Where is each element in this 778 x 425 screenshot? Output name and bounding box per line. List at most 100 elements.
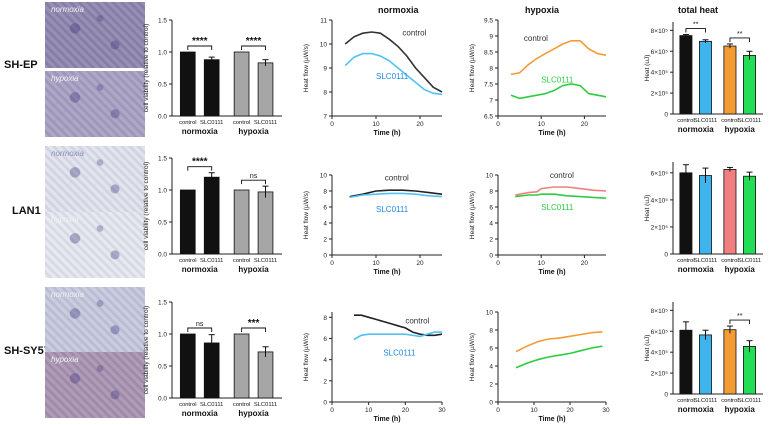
x-tick-label: control [721,258,738,264]
y-tick-label: 2×10⁵ [651,371,669,378]
y-tick-label: 8 [489,66,493,73]
x-tick-label: control [721,398,738,404]
significance-label: ns [196,321,204,328]
column-header-hypoxia: hypoxia [525,5,560,15]
y-axis-label: Heat flow (µW/s) [469,333,476,381]
series-label: control [524,34,548,43]
series-line-slc0111 [344,52,443,96]
y-tick-label: 4×10⁵ [651,70,669,77]
y-tick-label: 1.5 [158,156,167,163]
y-tick-label: 6 [489,205,493,212]
series-line-control [510,40,607,76]
bar-slc0111 [699,175,712,255]
x-tick-label: SLC0111 [254,258,277,264]
bar-control [179,333,196,399]
x-axis-label: Time (h) [373,130,400,137]
x-axis-label: Time (h) [538,416,565,423]
significance-label: **** [246,36,262,47]
y-tick-label: 1.0 [158,50,167,57]
series-label: control [550,171,574,180]
x-tick-label: control [233,402,250,408]
y-tick-label: 9 [489,34,493,41]
micrograph-lan1-hypoxia: hypoxia [45,212,145,278]
series-line-control [515,331,603,353]
y-tick-label: 0.5 [158,82,167,89]
y-tick-label: 8×10⁵ [651,28,669,35]
x-tick-label: 30 [602,407,610,414]
y-tick-label: 4 [323,221,327,228]
significance-label: ns [250,173,258,180]
micrograph-caption: normoxia [51,5,84,14]
bar-control [233,51,250,117]
bar-slc0111 [257,351,274,399]
x-axis-label: Time (h) [373,269,400,276]
y-tick-label: 4×10⁵ [651,350,669,357]
y-tick-label: 8 [323,90,327,97]
series-line-slc0111 [349,192,443,199]
y-axis-label: Heat flow (µW/s) [303,44,310,92]
group-label: hypoxia [725,125,756,134]
y-tick-label: 8×10⁵ [651,308,669,315]
y-tick-label: 0 [664,112,668,119]
significance-bracket [685,28,706,33]
significance-label: ** [693,22,699,29]
group-label: normoxia [182,409,219,418]
x-tick-label: 10 [538,121,546,128]
y-tick-label: 0.5 [158,364,167,371]
x-axis-label: Time (h) [538,130,565,137]
y-tick-label: 6 [323,336,327,343]
bar-slc0111 [203,59,220,117]
significance-label: **** [192,157,208,168]
x-tick-label: 10 [372,121,380,128]
x-tick-label: 20 [416,260,424,267]
series-label: control [385,174,409,183]
x-tick-label: SLC0111 [694,118,717,124]
y-tick-label: 11 [320,18,327,25]
series-line-slc0111 [510,83,607,100]
x-tick-label: 20 [566,407,574,414]
y-tick-label: 0.0 [158,252,167,259]
micrograph-sh-ep-hypoxia: hypoxia [45,71,145,137]
significance-bracket [187,327,213,332]
x-tick-label: 0 [496,121,500,128]
column-header-total-heat: total heat [678,5,719,15]
y-axis-label: Heat flow (µW/s) [469,44,476,92]
y-axis-label: Heat (uJ) [644,195,651,222]
y-tick-label: 4 [323,357,327,364]
significance-label: ** [737,313,743,320]
series-line-slc0111 [515,345,603,369]
x-tick-label: SLC0111 [254,402,277,408]
bar-control [679,172,693,255]
y-tick-label: 4×10⁵ [651,197,669,204]
group-label: hypoxia [238,127,269,136]
x-tick-label: 20 [581,121,589,128]
bar-control [679,329,693,395]
x-tick-label: control [179,258,196,264]
row-label-sh-sy5y: SH-SY5Y [4,345,52,357]
x-tick-label: 0 [330,407,334,414]
y-tick-label: 0 [323,400,327,407]
bar-slc0111 [743,175,756,255]
bar-slc0111 [743,346,756,395]
y-tick-label: 2×10⁵ [651,224,669,231]
bar-slc0111 [699,40,712,115]
x-tick-label: SLC0111 [200,402,223,408]
group-label: hypoxia [238,265,269,274]
y-tick-label: 0.5 [158,220,167,227]
y-tick-label: 2 [489,382,493,389]
y-axis-label: cell viability (relative to control) [143,306,150,395]
y-axis-label: Heat (uJ) [644,335,651,362]
y-tick-label: 0 [664,252,668,259]
bar-control [723,45,737,115]
x-tick-label: control [233,258,250,264]
y-tick-label: 7 [489,98,493,105]
group-label: hypoxia [725,405,756,414]
significance-bracket [241,45,266,50]
y-tick-label: 8 [489,189,493,196]
y-tick-label: 9.5 [484,18,493,25]
y-axis-label: Heat flow (µW/s) [469,191,476,239]
x-tick-label: SLC0111 [694,398,717,404]
x-tick-label: 20 [581,260,589,267]
series-label: SLC0111 [541,75,574,84]
